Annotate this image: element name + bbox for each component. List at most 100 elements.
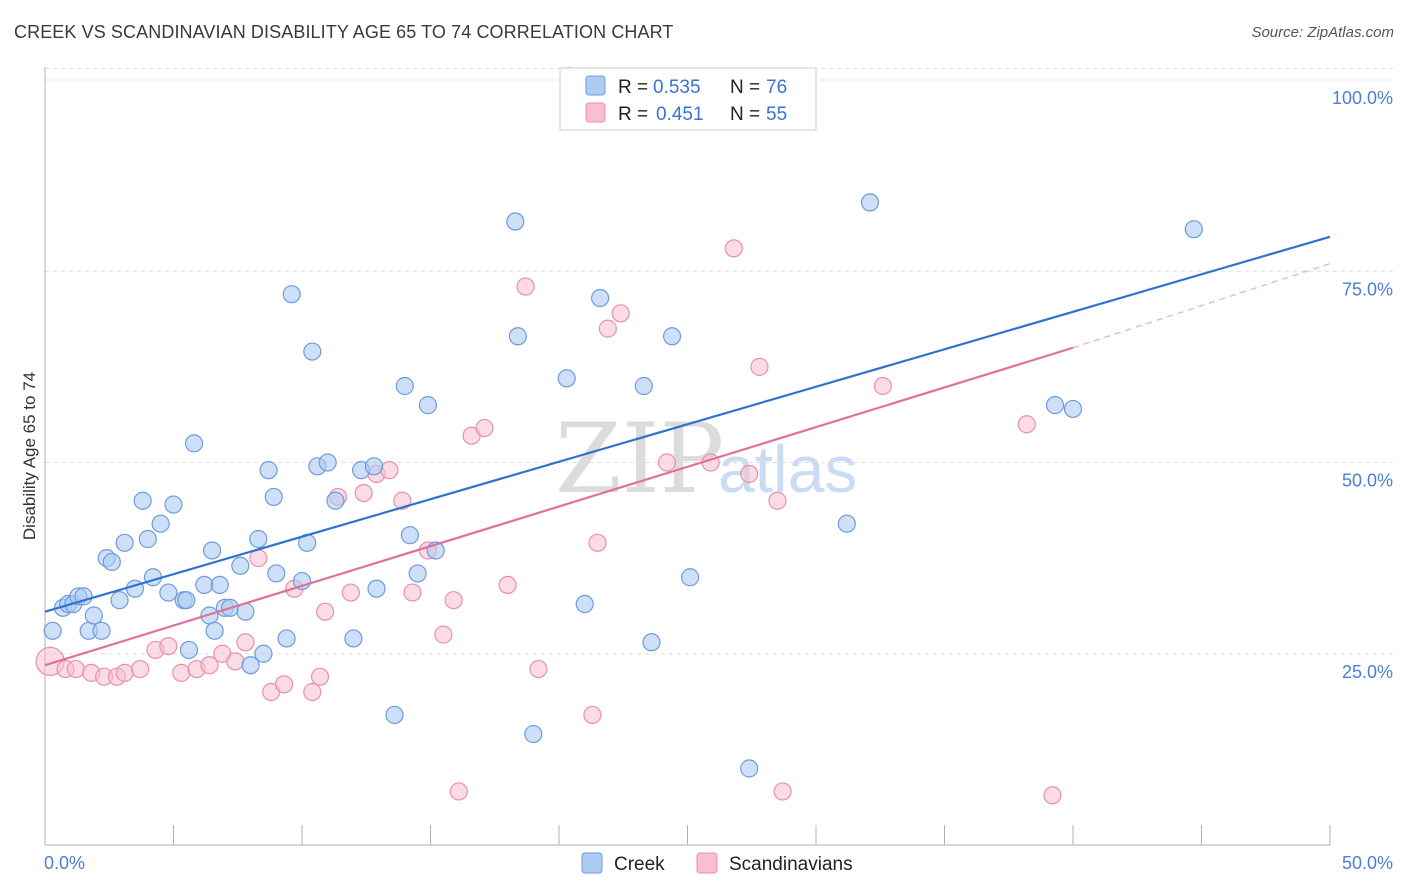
creek-point-44 <box>318 453 337 472</box>
chart-source: Source: ZipAtlas.com <box>1251 24 1394 41</box>
creek-point-18 <box>159 583 178 602</box>
creek-point-16 <box>143 568 163 587</box>
creek-point-33 <box>249 529 268 549</box>
creek-point-7 <box>84 606 103 625</box>
creek-point-69 <box>1063 399 1083 419</box>
creek-point-58 <box>557 369 576 388</box>
scand-point-20 <box>303 682 322 702</box>
creek-point-27 <box>210 575 229 595</box>
creek-point-37 <box>267 564 286 583</box>
creek-point-70 <box>1184 220 1203 239</box>
creek-point-8 <box>92 621 111 640</box>
scand-point-35 <box>498 575 517 595</box>
scand-point-47 <box>750 357 769 376</box>
scand-point-34 <box>475 418 494 438</box>
creek-point-17 <box>151 514 170 533</box>
legend-scand-swatch <box>585 102 606 123</box>
creek-point-75 <box>177 591 196 610</box>
legend-creek-r-label: R = <box>618 77 648 98</box>
creek-point-14 <box>133 491 152 510</box>
creek-point-32 <box>241 656 260 675</box>
creek-point-30 <box>231 556 250 575</box>
creek-point-66 <box>837 514 856 533</box>
watermark-atlas: atlas <box>718 432 857 506</box>
creek-point-50 <box>395 376 414 396</box>
bottom-legend-creek-swatch <box>581 852 603 874</box>
creek-point-65 <box>740 759 759 778</box>
x-tick-label-max: 50.0% <box>1342 853 1393 873</box>
y-tick-label-100: 100.0% <box>1332 88 1393 108</box>
scand-point-54 <box>310 667 330 686</box>
scand-point-46 <box>740 464 759 484</box>
legend-scand-r-label: R = <box>618 104 648 125</box>
creek-point-45 <box>326 491 345 510</box>
creek-point-48 <box>364 457 384 476</box>
legend-creek-n-value: 76 <box>766 77 787 98</box>
scand-point-7 <box>130 659 150 679</box>
scand-point-32 <box>449 782 468 801</box>
creek-point-63 <box>662 327 682 346</box>
scand-point-12 <box>200 656 219 675</box>
creek-point-15 <box>138 529 157 549</box>
creek-point-52 <box>408 564 427 583</box>
creek-point-38 <box>277 629 296 648</box>
scand-point-18 <box>274 675 294 694</box>
scand-point-14 <box>226 652 245 671</box>
y-tick-label-75: 75.0% <box>1342 279 1393 299</box>
y-tick-label-25: 25.0% <box>1342 662 1393 682</box>
creek-point-56 <box>508 327 527 346</box>
scand-point-28 <box>403 583 422 602</box>
scand-point-6 <box>115 663 134 682</box>
scand-point-39 <box>583 705 602 725</box>
legend-creek-n-label: N = <box>730 77 760 98</box>
scand-point-50 <box>873 376 892 396</box>
legend-scand-n-value: 55 <box>766 104 787 125</box>
scand-point-26 <box>380 461 399 480</box>
creek-point-35 <box>259 461 278 480</box>
scand-point-37 <box>529 659 548 679</box>
creek-point-59 <box>575 594 594 614</box>
scand-point-51 <box>1017 415 1036 434</box>
creek-point-22 <box>184 434 204 453</box>
scand-point-23 <box>341 583 360 602</box>
scand-point-24 <box>354 484 373 503</box>
creek-point-36 <box>264 487 283 507</box>
scand-point-41 <box>598 319 617 338</box>
scand-point-52 <box>1043 786 1062 805</box>
x-tick-label-min: 0.0% <box>44 853 85 873</box>
y-axis-label: Disability Age 65 to 74 <box>20 372 39 540</box>
scand-point-15 <box>236 633 255 652</box>
legend-box: R = 0.535 N = 76 R = 0.451 N = 55 <box>559 67 817 131</box>
creek-point-26 <box>205 621 224 640</box>
bottom-legend-scand-label: Scandinavians <box>729 854 853 875</box>
creek-point-12 <box>115 533 134 552</box>
creek-point-68 <box>1045 396 1065 415</box>
legend-scand-r-value: 0.451 <box>656 104 704 125</box>
creek-point-57 <box>524 724 543 744</box>
bottom-legend-creek-label: Creek <box>614 854 665 875</box>
scand-point-48 <box>768 491 787 510</box>
legend-scand-n-label: N = <box>730 104 760 125</box>
creek-point-53 <box>418 396 438 415</box>
creek-point-42 <box>303 342 322 361</box>
legend-creek-r-value: 0.535 <box>653 77 701 98</box>
creek-point-46 <box>344 629 363 648</box>
creek-point-25 <box>202 541 222 560</box>
scand-point-31 <box>444 591 463 610</box>
legend-creek-swatch <box>585 75 606 96</box>
scand-point-2 <box>66 659 85 679</box>
creek-point-71 <box>367 579 386 598</box>
creek-point-0 <box>43 621 62 640</box>
scand-trend-line <box>44 346 1074 667</box>
y-tick-labels: 25.0% 50.0% 75.0% 100.0% <box>1332 88 1393 682</box>
creek-point-11 <box>110 591 129 610</box>
scand-point-27 <box>393 491 412 510</box>
scand-point-43 <box>657 453 677 472</box>
bottom-legend-scand-swatch <box>696 852 718 874</box>
creek-point-61 <box>634 376 653 396</box>
creek-point-19 <box>164 495 183 514</box>
creek-point-64 <box>680 568 700 587</box>
trend-lines <box>44 235 1331 667</box>
scand-point-10 <box>172 663 191 682</box>
